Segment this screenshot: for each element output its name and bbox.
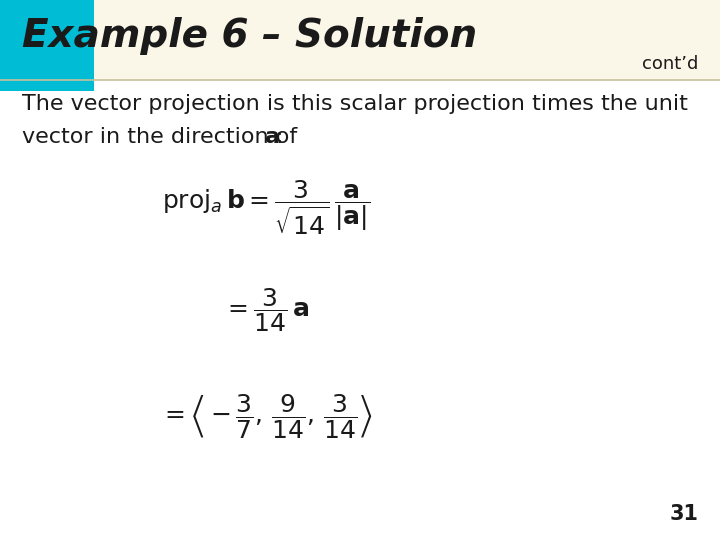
Text: :: : (275, 127, 282, 147)
Text: a: a (265, 127, 280, 147)
FancyBboxPatch shape (0, 0, 720, 80)
Text: cont’d: cont’d (642, 55, 698, 73)
Text: Example 6 – Solution: Example 6 – Solution (22, 17, 477, 55)
Text: $= \dfrac{3}{14} \, \mathbf{a}$: $= \dfrac{3}{14} \, \mathbf{a}$ (223, 287, 310, 334)
FancyBboxPatch shape (0, 0, 94, 91)
Text: 31: 31 (670, 504, 698, 524)
Text: $\mathrm{proj}_a \, \mathbf{b} = \dfrac{3}{\sqrt{14}} \, \dfrac{\mathbf{a}}{|\ma: $\mathrm{proj}_a \, \mathbf{b} = \dfrac{… (162, 179, 371, 237)
Text: vector in the direction of: vector in the direction of (22, 127, 304, 147)
Text: $= \left\langle -\dfrac{3}{7},\, \dfrac{9}{14},\, \dfrac{3}{14} \right\rangle$: $= \left\langle -\dfrac{3}{7},\, \dfrac{… (160, 392, 373, 440)
Text: The vector projection is this scalar projection times the unit: The vector projection is this scalar pro… (22, 94, 688, 114)
